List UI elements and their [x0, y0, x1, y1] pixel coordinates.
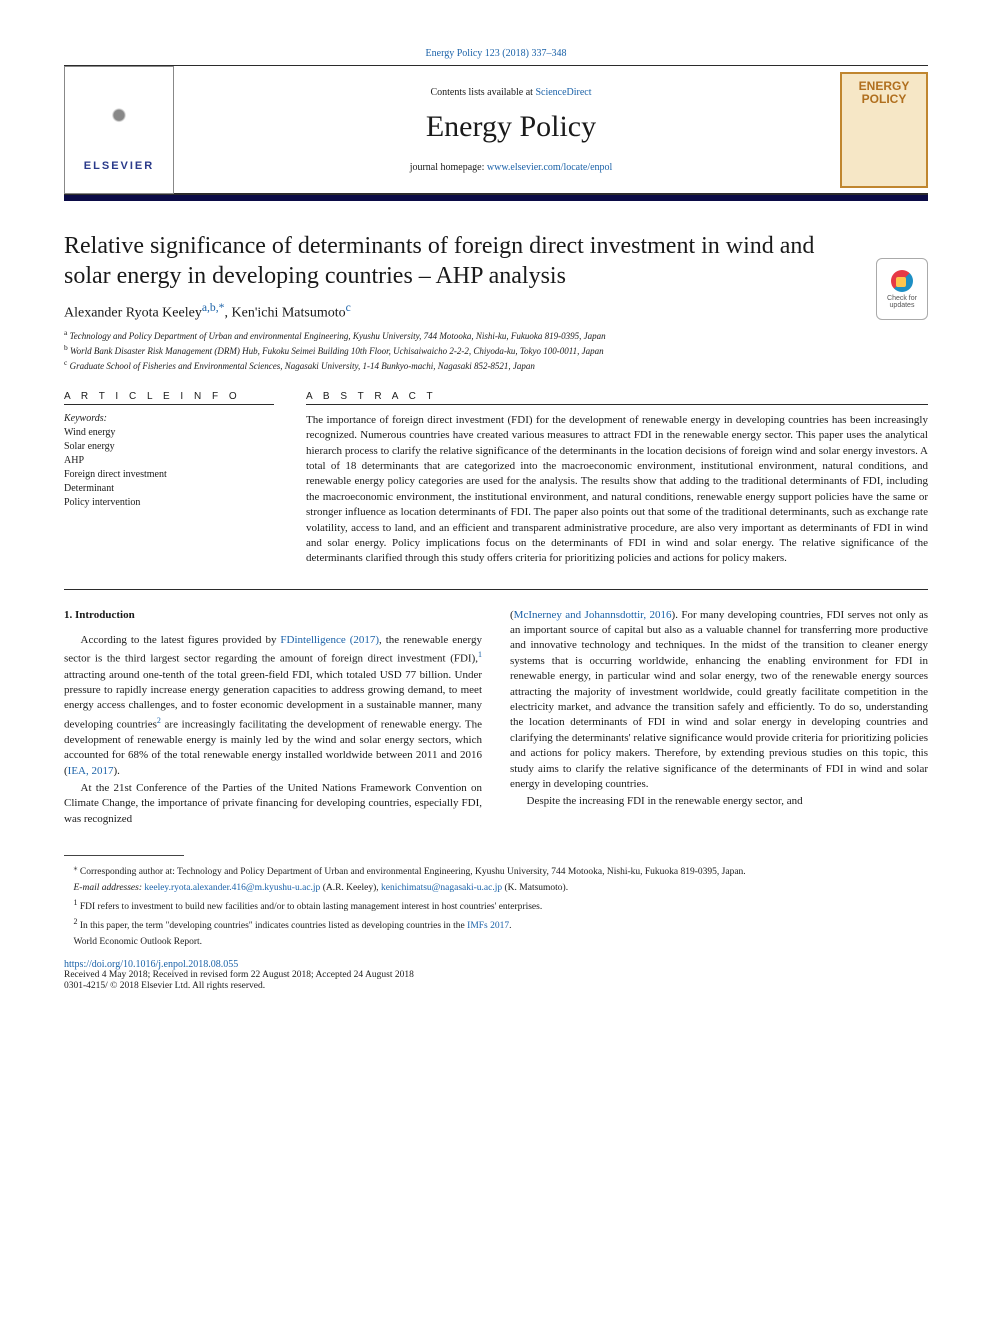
email-2-who: (K. Matsumoto).: [502, 883, 568, 893]
abstract-bottom-rule: [64, 589, 928, 590]
ref-link[interactable]: FDintelligence (2017): [280, 634, 379, 646]
section-number: 1.: [64, 609, 72, 621]
citation-link[interactable]: Energy Policy 123 (2018) 337–348: [426, 48, 567, 59]
running-head: Energy Policy 123 (2018) 337–348: [64, 48, 928, 59]
affiliation-a-text: Technology and Policy Department of Urba…: [70, 331, 606, 341]
affiliation-c: c Graduate School of Fisheries and Envir…: [64, 358, 928, 373]
footnotes: ⁎ Corresponding author at: Technology an…: [64, 862, 928, 949]
footnote-rule: [64, 855, 184, 856]
body-paragraph: At the 21st Conference of the Parties of…: [64, 781, 482, 827]
doi-link[interactable]: https://doi.org/10.1016/j.enpol.2018.08.…: [64, 959, 238, 970]
ref-link[interactable]: IEA, 2017: [68, 765, 114, 777]
body-paragraph: (McInerney and Johannsdottir, 2016). For…: [510, 608, 928, 793]
email-1-who: (A.R. Keeley),: [320, 883, 381, 893]
ref-link[interactable]: McInerney and Johannsdottir, 2016: [514, 609, 672, 621]
article-title: Relative significance of determinants of…: [64, 231, 928, 291]
doi-line: https://doi.org/10.1016/j.enpol.2018.08.…: [64, 959, 928, 970]
fn2-text-a: In this paper, the term "developing coun…: [78, 921, 468, 931]
body-paragraph: According to the latest figures provided…: [64, 633, 482, 779]
affiliation-b: b World Bank Disaster Risk Management (D…: [64, 343, 928, 358]
keywords-list: Wind energy Solar energy AHP Foreign dir…: [64, 426, 274, 510]
panel-rule-left: [64, 404, 274, 405]
history-line: Received 4 May 2018; Received in revised…: [64, 970, 928, 980]
sciencedirect-link[interactable]: ScienceDirect: [535, 87, 591, 98]
text-run: ).: [114, 765, 120, 777]
homepage-link[interactable]: www.elsevier.com/locate/enpol: [487, 162, 612, 173]
keyword-item: Policy intervention: [64, 496, 274, 510]
keyword-item: Foreign direct investment: [64, 468, 274, 482]
cover-title-line2: POLICY: [862, 93, 907, 106]
footnote-2: 2 In this paper, the term "developing co…: [64, 916, 928, 933]
email-line: E-mail addresses: keeley.ryota.alexander…: [64, 882, 928, 895]
abstract-text: The importance of foreign direct investm…: [306, 413, 928, 567]
homepage-prefix: journal homepage:: [410, 162, 487, 173]
abstract-heading: A B S T R A C T: [306, 391, 928, 402]
contents-prefix: Contents lists available at: [430, 87, 535, 98]
copyright-line: 0301-4215/ © 2018 Elsevier Ltd. All righ…: [64, 981, 928, 991]
email-link-1[interactable]: keeley.ryota.alexander.416@m.kyushu-u.ac…: [144, 883, 320, 893]
journal-cover: ENERGY POLICY: [840, 72, 928, 188]
crossmark-line1: Check for: [887, 295, 917, 302]
crossmark-icon: [891, 270, 913, 292]
weo-line: World Economic Outlook Report.: [64, 936, 928, 949]
banner-center: Contents lists available at ScienceDirec…: [192, 87, 830, 173]
publisher-logo: ELSEVIER: [64, 66, 174, 194]
keyword-item: Wind energy: [64, 426, 274, 440]
keyword-item: AHP: [64, 454, 274, 468]
author-1-name: Alexander Ryota Keeley: [64, 306, 202, 321]
author-2-name: Ken'ichi Matsumoto: [232, 306, 346, 321]
fn2-text-b: .: [509, 921, 511, 931]
body-col-left: 1. Introduction According to the latest …: [64, 608, 482, 829]
info-abstract-row: A R T I C L E I N F O Keywords: Wind ene…: [64, 391, 928, 567]
body-col-right: (McInerney and Johannsdottir, 2016). For…: [510, 608, 928, 829]
affiliation-c-text: Graduate School of Fisheries and Environ…: [70, 361, 535, 371]
affiliation-a: a Technology and Policy Department of Ur…: [64, 328, 928, 343]
text-run: ). For many developing countries, FDI se…: [510, 609, 928, 790]
affiliation-b-text: World Bank Disaster Risk Management (DRM…: [70, 346, 604, 356]
cover-title-line1: ENERGY: [859, 80, 910, 93]
author-sep: ,: [225, 306, 232, 321]
elsevier-tree-icon: [88, 88, 150, 156]
section-title-text: Introduction: [75, 609, 135, 621]
keyword-item: Determinant: [64, 482, 274, 496]
ref-link[interactable]: IMFs 2017: [467, 921, 509, 931]
crossmark-line2: updates: [890, 302, 915, 309]
body-paragraph: Despite the increasing FDI in the renewa…: [510, 794, 928, 809]
fn1-text: FDI refers to investment to build new fa…: [78, 902, 543, 912]
affiliations: a Technology and Policy Department of Ur…: [64, 328, 928, 373]
section-1-heading: 1. Introduction: [64, 608, 482, 623]
journal-banner: ELSEVIER Contents lists available at Sci…: [64, 65, 928, 195]
homepage-line: journal homepage: www.elsevier.com/locat…: [192, 162, 830, 173]
email-link-2[interactable]: kenichimatsu@nagasaki-u.ac.jp: [381, 883, 502, 893]
article-info-heading: A R T I C L E I N F O: [64, 391, 274, 402]
keywords-label: Keywords:: [64, 413, 274, 424]
body-columns: 1. Introduction According to the latest …: [64, 608, 928, 829]
crossmark-badge[interactable]: Check for updates: [876, 258, 928, 320]
banner-underline: [64, 195, 928, 201]
panel-rule-right: [306, 404, 928, 405]
footnote-1: 1 FDI refers to investment to build new …: [64, 897, 928, 914]
corr-text: Corresponding author at: Technology and …: [78, 867, 746, 877]
author-2-aff[interactable]: c: [346, 301, 351, 314]
journal-name: Energy Policy: [192, 110, 830, 144]
footnote-ref-1[interactable]: 1: [478, 650, 482, 659]
author-1-aff[interactable]: a,b,*: [202, 301, 225, 314]
article-info-panel: A R T I C L E I N F O Keywords: Wind ene…: [64, 391, 274, 567]
contents-line: Contents lists available at ScienceDirec…: [192, 87, 830, 98]
keyword-item: Solar energy: [64, 440, 274, 454]
email-label: E-mail addresses:: [74, 883, 145, 893]
publisher-name: ELSEVIER: [84, 160, 154, 172]
text-run: According to the latest figures provided…: [81, 634, 281, 646]
corresponding-author-note: ⁎ Corresponding author at: Technology an…: [64, 862, 928, 879]
authors: Alexander Ryota Keeleya,b,*, Ken'ichi Ma…: [64, 301, 928, 322]
abstract-panel: A B S T R A C T The importance of foreig…: [306, 391, 928, 567]
